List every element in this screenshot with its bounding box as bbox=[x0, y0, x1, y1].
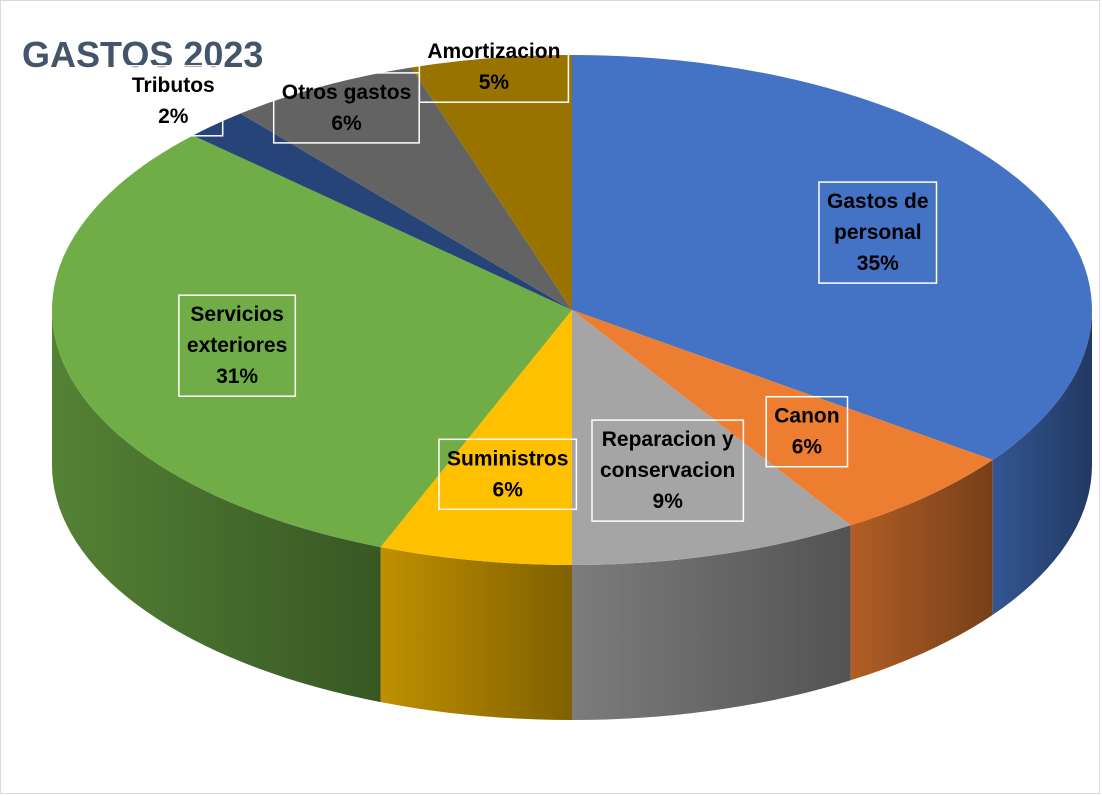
pie-slice-reparacion-y-conservacion bbox=[572, 310, 851, 565]
pie-side-group bbox=[52, 310, 1092, 720]
data-label-text: 9% bbox=[653, 490, 684, 513]
data-label-otros-gastos: Otros gastos 6% bbox=[272, 72, 420, 144]
data-label-text: personal bbox=[834, 221, 922, 244]
data-label-text: 31% bbox=[216, 365, 258, 388]
pie-slice-canon bbox=[572, 310, 993, 526]
data-label-text: 35% bbox=[857, 252, 899, 275]
data-label-box bbox=[418, 31, 570, 103]
data-label-text: 2% bbox=[158, 105, 189, 128]
data-label-text: Canon bbox=[774, 405, 839, 428]
data-labels: Gastos de personal 35% Canon 6% Reparacion y c… bbox=[123, 31, 938, 522]
data-label-box bbox=[818, 181, 938, 284]
pie-slice-suministros bbox=[380, 310, 572, 565]
data-label-text: Reparacion y bbox=[602, 428, 734, 451]
pie-side-servicios-exteriores bbox=[52, 310, 381, 703]
data-label-text: Servicios bbox=[190, 303, 283, 326]
data-label-text: 6% bbox=[792, 436, 823, 459]
data-label-box bbox=[178, 294, 297, 397]
data-label-reparacion-y-conservacion: Reparacion y conservacion 9% bbox=[591, 419, 745, 522]
pie-slice-otros-gastos bbox=[240, 67, 573, 310]
data-label-tributos: Tributos 2% bbox=[123, 65, 224, 137]
data-label-canon: Canon 6% bbox=[765, 395, 849, 468]
pie-top-group bbox=[52, 55, 1093, 565]
pie-side-canon bbox=[850, 459, 993, 681]
data-label-text: Gastos de bbox=[827, 190, 929, 213]
data-label-gastos-de-personal: Gastos de personal 35% bbox=[818, 181, 938, 284]
data-label-text: 6% bbox=[331, 112, 362, 135]
data-label-box bbox=[438, 438, 578, 511]
pie-side-suministros bbox=[380, 547, 572, 720]
data-label-box bbox=[765, 395, 849, 468]
pie-slice-tributos bbox=[192, 113, 572, 311]
data-label-box bbox=[591, 419, 745, 522]
pie-slice-servicios-exteriores bbox=[52, 135, 573, 548]
data-label-text: conservacion bbox=[600, 459, 735, 482]
data-label-box bbox=[272, 72, 420, 144]
data-label-box bbox=[123, 65, 224, 137]
pie-side-gastos-de-personal bbox=[992, 310, 1092, 615]
data-label-servicios-exteriores: Servicios exteriores 31% bbox=[178, 294, 297, 397]
data-label-text: exteriores bbox=[187, 334, 287, 357]
data-label-text: Tributos bbox=[132, 74, 215, 97]
data-label-text: 5% bbox=[479, 71, 510, 94]
pie-slice-amortizacion bbox=[411, 55, 572, 310]
data-label-suministros: Suministros 6% bbox=[438, 438, 578, 511]
data-label-amortizacion: Amortizacion 5% bbox=[418, 31, 570, 103]
data-label-text: Amortizacion bbox=[427, 40, 560, 63]
pie-side-reparacion-y-conservacion bbox=[572, 525, 851, 720]
data-label-text: Suministros bbox=[447, 447, 568, 470]
data-label-text: Otros gastos bbox=[282, 81, 412, 104]
data-label-text: 6% bbox=[493, 478, 524, 501]
pie-slice-gastos-de-personal bbox=[572, 55, 1093, 460]
